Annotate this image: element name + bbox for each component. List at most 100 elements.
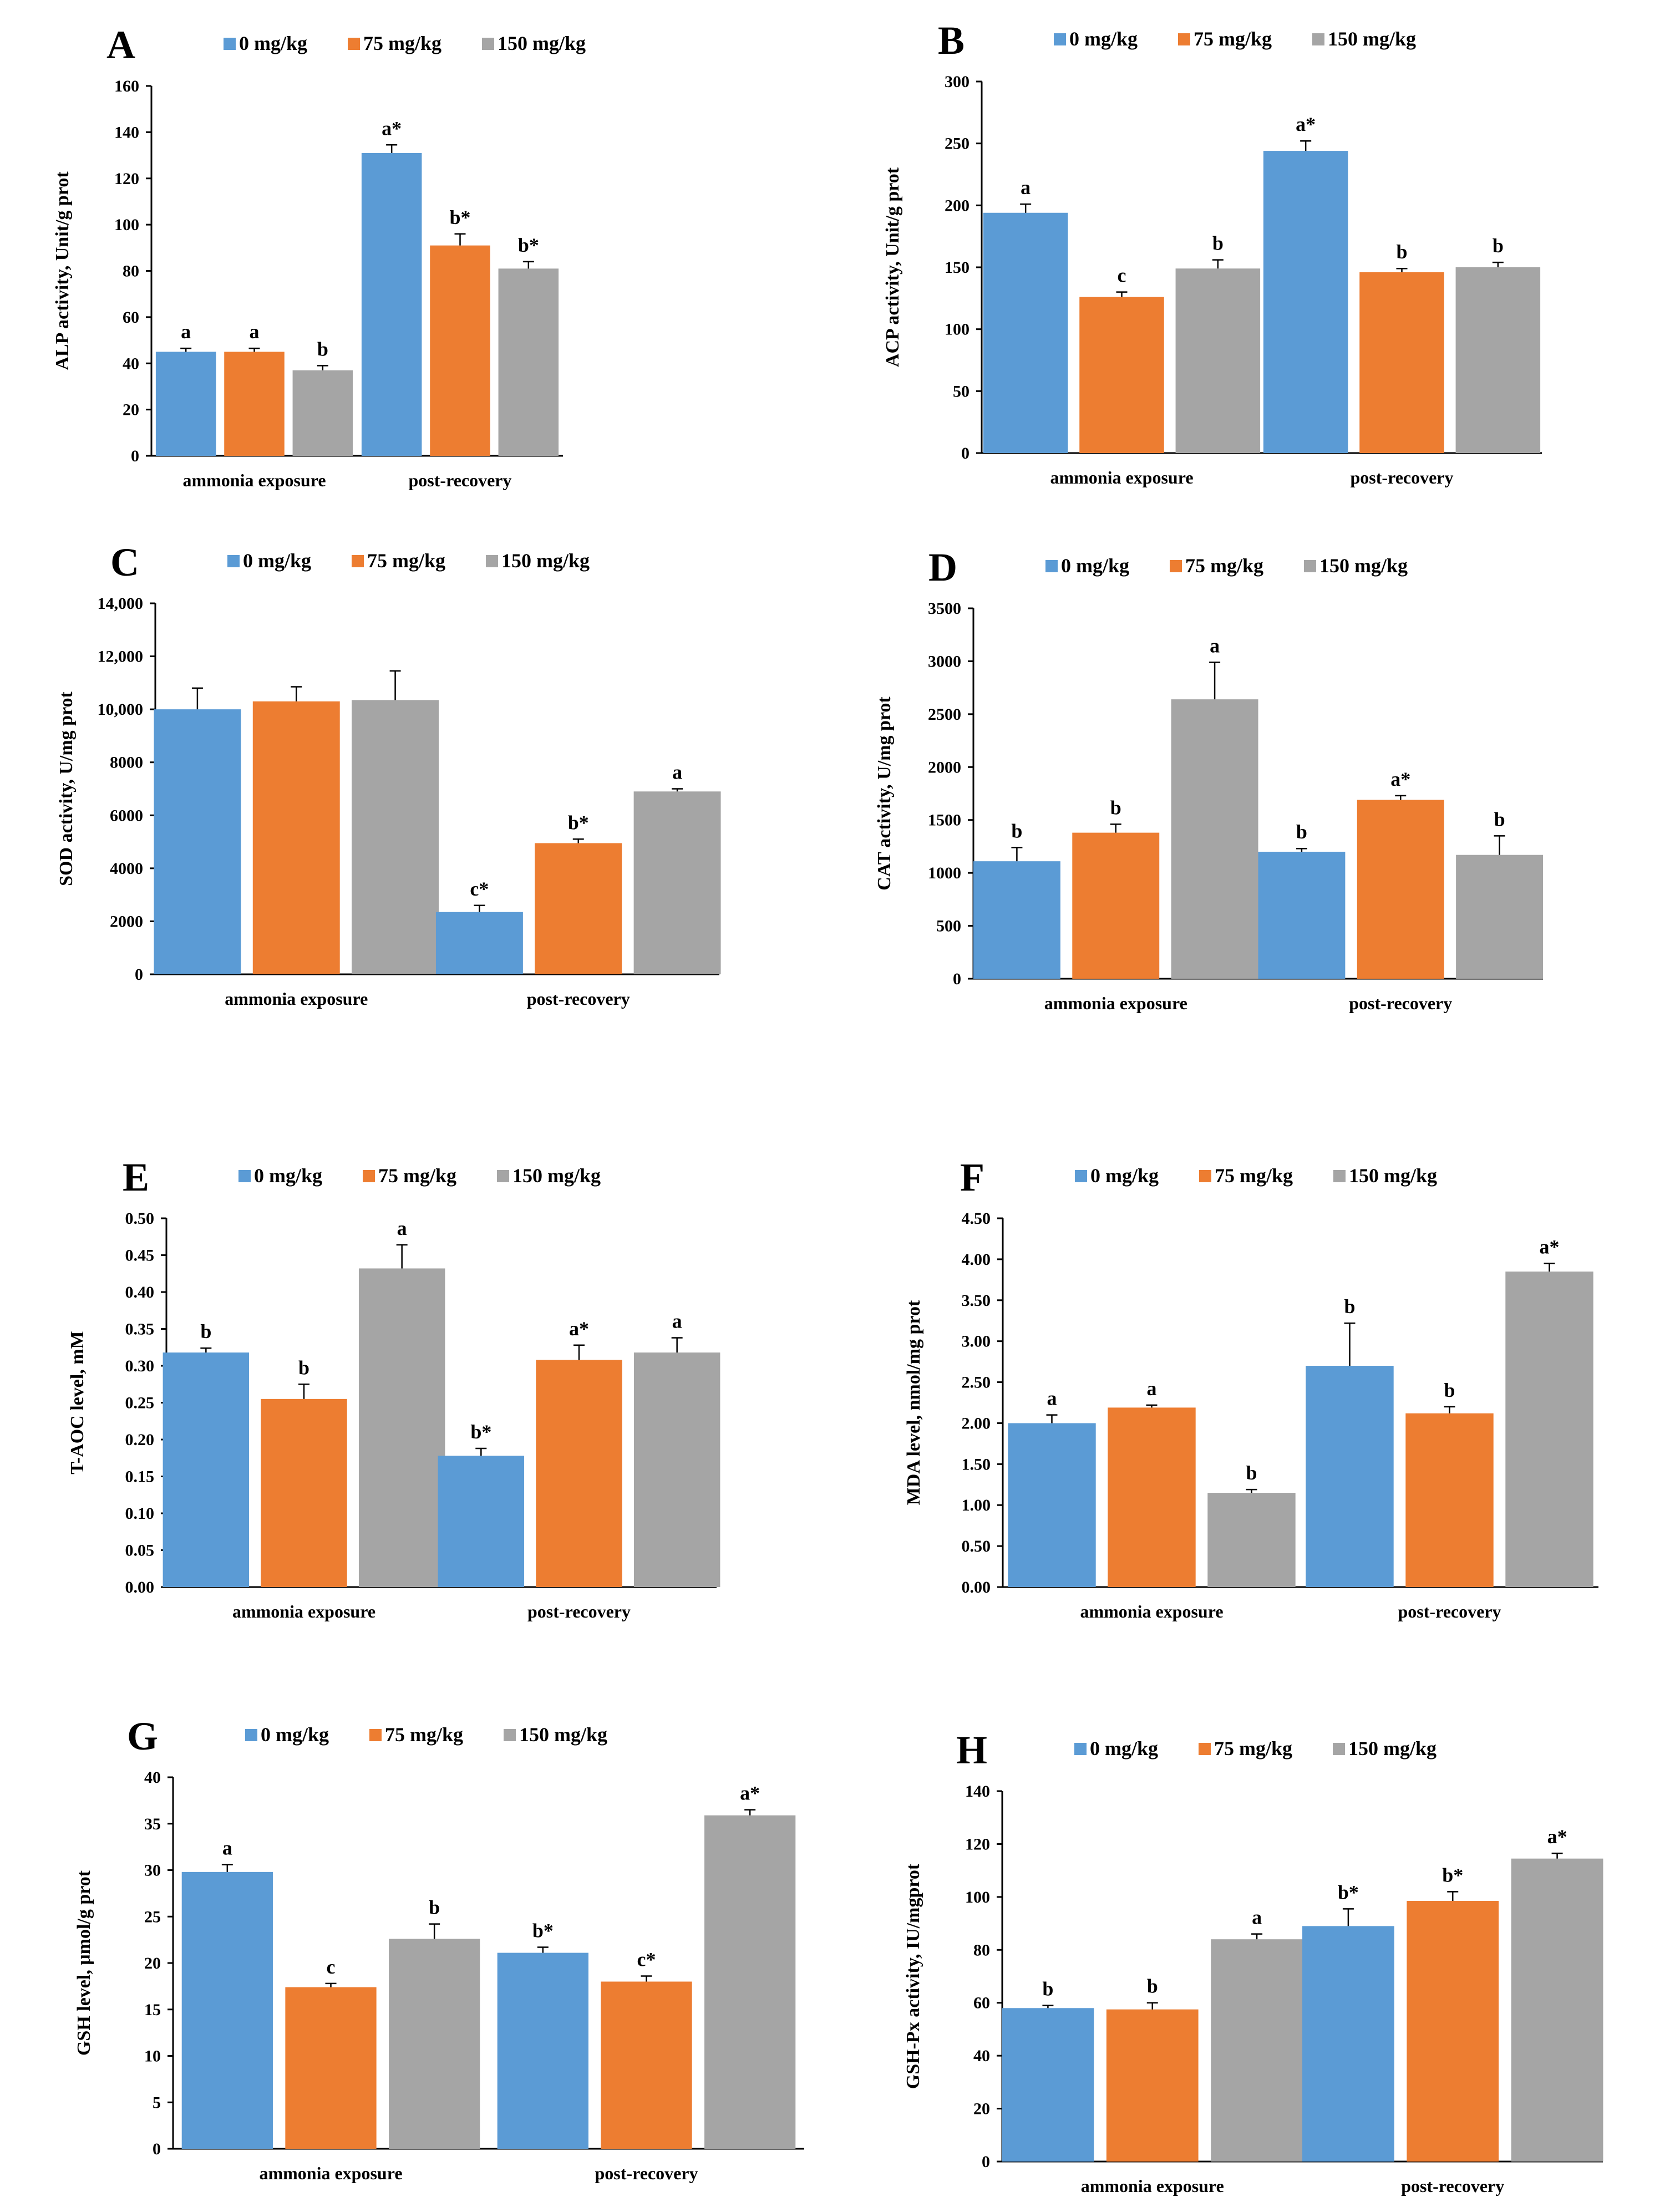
legend-swatch-2 [1312,33,1324,45]
bar [1008,1423,1096,1587]
bar [155,352,216,456]
x-category-label: ammonia exposure [225,989,368,1009]
panel-letter: F [960,1155,984,1199]
y-tick-label: 0 [953,970,961,988]
significance-label: c [1118,265,1126,287]
significance-label: b [317,338,328,360]
bar [983,212,1068,453]
significance-label: a [1047,1387,1057,1410]
panel-C: C 0 mg/kg 75 mg/kg 150 mg/kg 0 2000 4000 6000 80… [56,540,721,1009]
panel-letter: G [127,1714,158,1758]
bar [1072,832,1160,979]
legend-label-0: 0 mg/kg [1069,28,1138,50]
y-tick-label: 1.50 [962,1455,991,1473]
significance-label: b [1011,820,1022,842]
bar [1456,855,1544,979]
x-category-label: post-recovery [1349,993,1452,1013]
legend-swatch-0 [227,555,240,567]
significance-label: b [1494,808,1505,830]
legend-swatch-1 [369,1729,382,1741]
bar [1359,272,1444,453]
y-tick-label: 20 [973,2100,990,2118]
y-tick-label: 4.00 [962,1250,991,1269]
significance-label: c* [470,878,489,900]
significance-label: b [1296,821,1307,843]
bar [358,1268,445,1587]
bar [1258,851,1346,979]
y-tick-label: 140 [965,1782,990,1801]
bar [1106,2009,1199,2162]
y-tick-label: 5 [153,2093,161,2112]
significance-label: a [1021,176,1031,199]
y-tick-label: 1500 [928,811,961,830]
bar [1357,800,1444,979]
y-tick-label: 4.50 [962,1209,991,1228]
y-tick-label: 1000 [928,864,961,882]
y-tick-label: 8000 [110,754,143,772]
bar [352,700,439,974]
y-tick-label: 60 [973,1994,990,2012]
bar [1211,1939,1303,2162]
legend-swatch-0 [224,38,236,50]
y-tick-label: 100 [945,321,969,339]
bar [1171,699,1258,979]
bar [535,843,622,974]
y-tick-label: 80 [973,1941,990,1959]
y-axis-label: T-AOC level, mM [67,1331,88,1474]
y-tick-label: 0.05 [125,1542,155,1560]
legend-label-2: 150 mg/kg [512,1165,601,1187]
legend-label-2: 150 mg/kg [501,550,590,572]
bar [1207,1493,1296,1587]
y-tick-label: 0.20 [125,1431,155,1449]
y-axis-label: GSH level, μmol/g prot [74,1870,94,2056]
bar [498,268,559,456]
y-tick-label: 2.00 [962,1414,991,1432]
bar [1511,1858,1603,2162]
bar [1108,1407,1196,1587]
significance-label: b [1110,796,1121,818]
legend-swatch-2 [1304,560,1316,572]
significance-label: b [1344,1295,1355,1318]
legend-swatch-0 [1074,1743,1087,1755]
significance-label: b [1147,1975,1158,1997]
y-tick-label: 20 [123,401,139,419]
y-tick-label: 0 [961,444,969,462]
significance-label: a [1210,634,1220,657]
y-tick-label: 2.50 [962,1374,991,1392]
bar [438,1456,525,1587]
significance-label: b* [532,1920,554,1942]
significance-label: a* [569,1318,589,1340]
x-category-label: post-recovery [1398,1601,1501,1621]
significance-label: a [222,1837,232,1859]
y-tick-label: 0 [153,2140,161,2158]
legend-label-2: 150 mg/kg [1328,28,1416,50]
bar [1306,1366,1394,1587]
y-tick-label: 160 [114,77,139,95]
bar [1263,151,1348,454]
y-tick-label: 100 [965,1888,990,1906]
significance-label: a [672,1310,682,1332]
y-tick-label: 30 [144,1862,161,1880]
bar [154,709,241,974]
y-tick-label: 0 [135,965,143,984]
legend-label-1: 75 mg/kg [367,550,445,572]
y-tick-label: 150 [945,258,969,277]
y-tick-label: 40 [144,1768,161,1787]
y-tick-label: 1.00 [962,1496,991,1514]
significance-label: b [1212,232,1224,255]
bar [704,1815,796,2149]
significance-label: a [181,321,191,343]
legend-swatch-2 [482,38,494,50]
legend-label-1: 75 mg/kg [385,1723,463,1746]
y-tick-label: 0.25 [125,1394,155,1412]
legend-swatch-1 [1170,560,1182,572]
y-tick-label: 2000 [928,758,961,776]
bar [633,1352,720,1587]
significance-label: b [1396,241,1407,263]
y-axis-label: ACP activity, Unit/g prot [882,167,903,367]
legend-swatch-1 [1199,1743,1211,1755]
legend-label-1: 75 mg/kg [1215,1165,1293,1187]
legend-label-1: 75 mg/kg [1185,555,1263,577]
y-tick-label: 120 [965,1835,990,1853]
